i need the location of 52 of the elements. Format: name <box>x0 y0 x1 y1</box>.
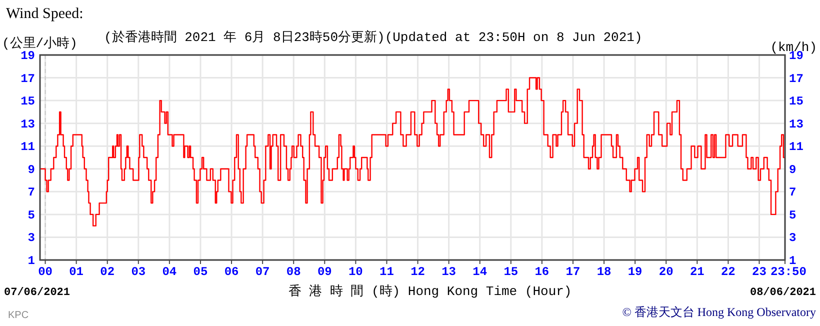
x-tick-label: 05 <box>193 265 208 279</box>
y-tick-label: 9 <box>28 162 35 177</box>
x-tick-label: 17 <box>566 265 580 279</box>
y-tick-label: 17 <box>20 72 35 86</box>
y2-tick-label: 17 <box>789 72 804 86</box>
y-tick-label: 19 <box>20 49 35 63</box>
x-tick-label: 19 <box>628 265 642 279</box>
x-tick-label: 11 <box>380 265 394 279</box>
y2-tick-label: 15 <box>789 94 804 109</box>
annotation: 07/06/2021 <box>4 287 70 299</box>
x-tick-label: 15 <box>504 265 518 279</box>
x-tick-label: 20 <box>658 265 674 279</box>
x-tick-label: 13 <box>442 265 456 279</box>
x-tick-label: 10 <box>348 265 363 279</box>
x-tick-label: 00 <box>38 265 52 279</box>
y-tick-label: 1 <box>28 254 35 268</box>
x-tick-label: 09 <box>317 265 332 279</box>
y2-tick-label: 13 <box>789 117 804 132</box>
title: Wind Speed: <box>6 6 84 22</box>
x-tick-label: 21 <box>690 265 704 279</box>
y2-tick-label: 3 <box>789 231 796 246</box>
x-tick-label: 04 <box>162 265 177 279</box>
x-tick-label: 22 <box>720 265 736 279</box>
x-tick-label: 07 <box>255 265 270 279</box>
x-tick-label: 03 <box>131 265 146 279</box>
ylabel: (公里/小時) <box>2 36 78 51</box>
y2-tick-label: 7 <box>789 186 796 200</box>
x-tick-label: 06 <box>224 265 239 279</box>
x-tick-label: 08 <box>286 265 301 279</box>
xlabel: 香 港 時 間 (時) Hong Kong Time (Hour) <box>288 284 572 299</box>
y-tick-label: 13 <box>20 117 35 132</box>
x-tick-label: 23:50 <box>770 265 806 279</box>
x-tick-label: 01 <box>69 265 84 279</box>
x-tick-label: 14 <box>472 265 488 279</box>
y-tick-label: 5 <box>28 208 35 222</box>
annotation: KPC <box>8 310 29 321</box>
x-tick-label: 18 <box>596 265 612 279</box>
x-tick-label: 23 <box>752 265 766 279</box>
y2-tick-label: 11 <box>789 140 804 154</box>
subtitle: (於香港時間 2021 年 6月 8日23時50分更新)(Updated at 23:50H on 8 Jun 2021) <box>104 30 642 45</box>
x-tick-label: 12 <box>410 265 425 279</box>
y2-tick-label: 1 <box>789 254 796 268</box>
y-tick-label: 7 <box>28 186 35 200</box>
y2-tick-label: 9 <box>789 162 796 177</box>
y2-tick-label: 5 <box>789 208 796 222</box>
x-tick-label: 02 <box>100 265 115 279</box>
annotation: © 香港天文台 Hong Kong Observatory <box>622 305 816 319</box>
y-tick-label: 3 <box>28 231 35 246</box>
y-tick-label: 15 <box>20 94 35 109</box>
x-tick-label: 16 <box>534 265 550 279</box>
y-tick-label: 11 <box>20 140 35 154</box>
annotation: 08/06/2021 <box>750 287 816 299</box>
